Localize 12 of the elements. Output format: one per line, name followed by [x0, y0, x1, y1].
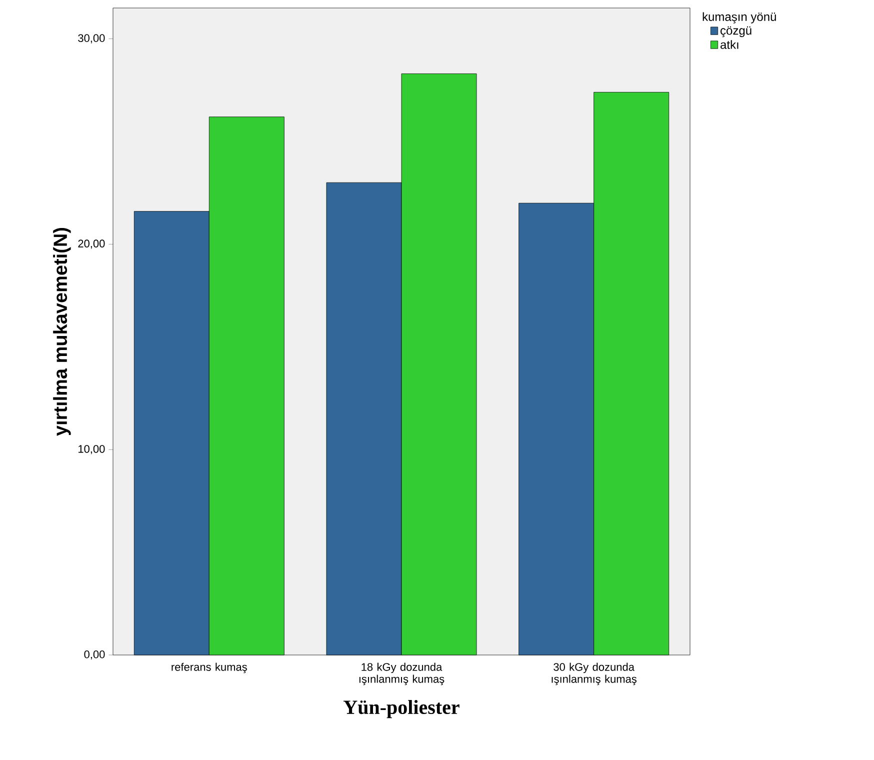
x-tick-label: 18 kGy dozunda ışınlanmış kumaş — [359, 662, 444, 686]
legend-label: çözgü — [720, 26, 752, 38]
x-tick-label: 30 kGy dozunda ışınlanmış kumaş — [552, 662, 637, 686]
x-tick-label: referans kumaş — [172, 662, 247, 674]
legend-title: kumaşın yönü — [702, 12, 776, 24]
y-tick-label: 10,00 — [78, 445, 105, 454]
y-axis-title: yırtılma mukavemeti(N) — [53, 228, 71, 436]
y-tick-label: 30,00 — [78, 34, 105, 44]
y-tick-label: 0,00 — [84, 650, 105, 660]
x-axis-title: Yün-poliester — [344, 700, 460, 718]
legend-label: atkı — [720, 40, 738, 49]
y-tick-label: 20,00 — [78, 240, 105, 249]
